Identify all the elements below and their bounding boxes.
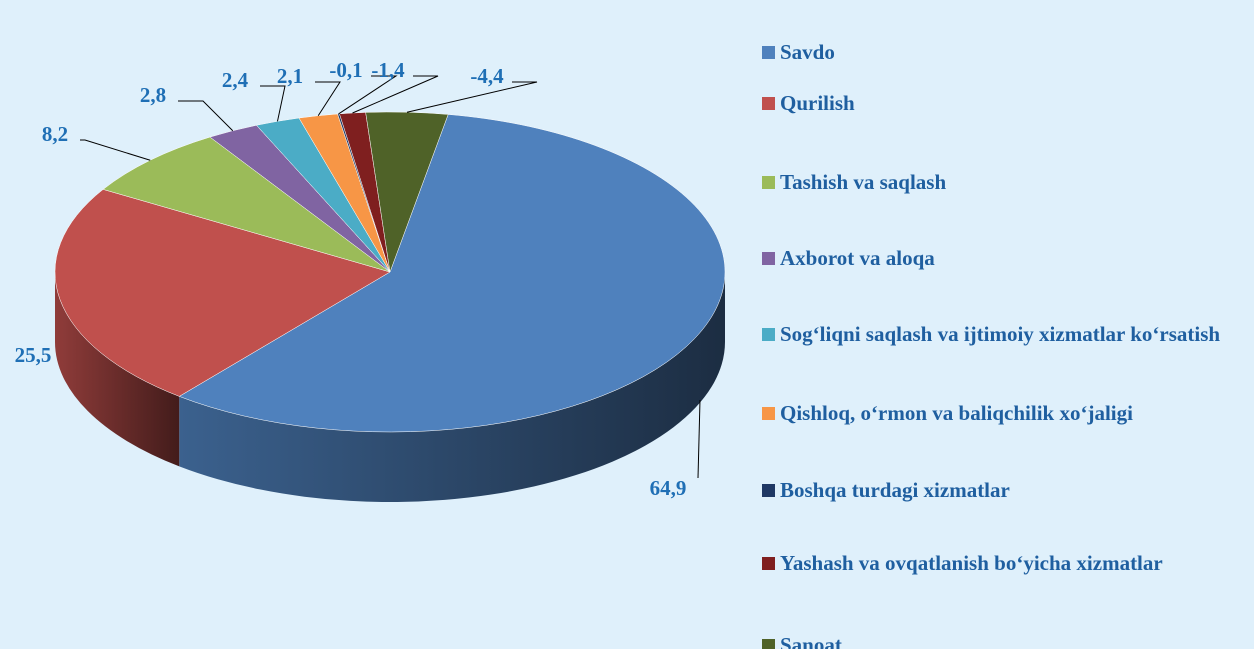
- legend-label: Yashash va ovqatlanish bo‘yicha xizmatla…: [780, 551, 1163, 575]
- slice: [102, 136, 391, 273]
- leader-line: [315, 81, 341, 116]
- legend-swatch: [762, 328, 775, 341]
- data-label: 2,1: [277, 64, 303, 88]
- legend-label: Axborot va aloqa: [780, 246, 935, 270]
- legend-item: Qishloq, o‘rmon va baliqchilik xo‘jaligi: [762, 400, 1254, 426]
- data-label: 2,4: [222, 68, 249, 92]
- legend-swatch: [762, 407, 775, 420]
- legend-swatch: [762, 484, 775, 497]
- legend-label: Qurilish: [780, 91, 855, 115]
- legend-item: Yashash va ovqatlanish bo‘yicha xizmatla…: [762, 550, 1254, 576]
- legend-swatch: [762, 176, 775, 189]
- legend-swatch: [762, 557, 775, 570]
- legend-swatch: [762, 639, 775, 649]
- legend-item: Savdo: [762, 39, 1254, 65]
- leader-line: [338, 75, 398, 115]
- legend-label: Savdo: [780, 40, 835, 64]
- leader-line: [178, 100, 234, 132]
- legend-item: Axborot va aloqa: [762, 245, 1254, 271]
- data-label: 64,9: [650, 476, 687, 500]
- legend-item: Boshqa turdagi xizmatlar: [762, 477, 1254, 503]
- legend-item: Tashish va saqlash: [762, 169, 1254, 195]
- legend-label: Qishloq, o‘rmon va baliqchilik xo‘jaligi: [780, 401, 1133, 425]
- leader-line: [697, 399, 701, 479]
- leader-line: [406, 81, 538, 113]
- data-label: 8,2: [42, 122, 68, 146]
- leader-line: [352, 75, 439, 114]
- legend-label: Boshqa turdagi xizmatlar: [780, 478, 1010, 502]
- data-label: -0,1: [329, 58, 362, 82]
- leader-line: [80, 139, 151, 161]
- data-label: 2,8: [140, 83, 166, 107]
- data-label: 25,5: [15, 343, 52, 367]
- legend-item: Sanoat: [762, 632, 1254, 649]
- legend-swatch: [762, 97, 775, 110]
- leader-line: [260, 85, 286, 122]
- legend-label: Sanoat: [780, 633, 842, 649]
- data-label: -4,4: [470, 64, 504, 88]
- slice-side: [55, 272, 180, 467]
- legend-swatch: [762, 46, 775, 59]
- legend-swatch: [762, 252, 775, 265]
- slice: [178, 114, 726, 433]
- data-label: -1,4: [371, 58, 405, 82]
- legend-item: Qurilish: [762, 90, 1254, 116]
- slice: [54, 189, 391, 397]
- legend-label: Tashish va saqlash: [780, 170, 947, 194]
- legend-label: Sog‘liqni saqlash va ijtimoiy xizmatlar …: [780, 322, 1221, 346]
- slice-side: [179, 272, 725, 502]
- legend-item: Sog‘liqni saqlash va ijtimoiy xizmatlar …: [762, 321, 1254, 347]
